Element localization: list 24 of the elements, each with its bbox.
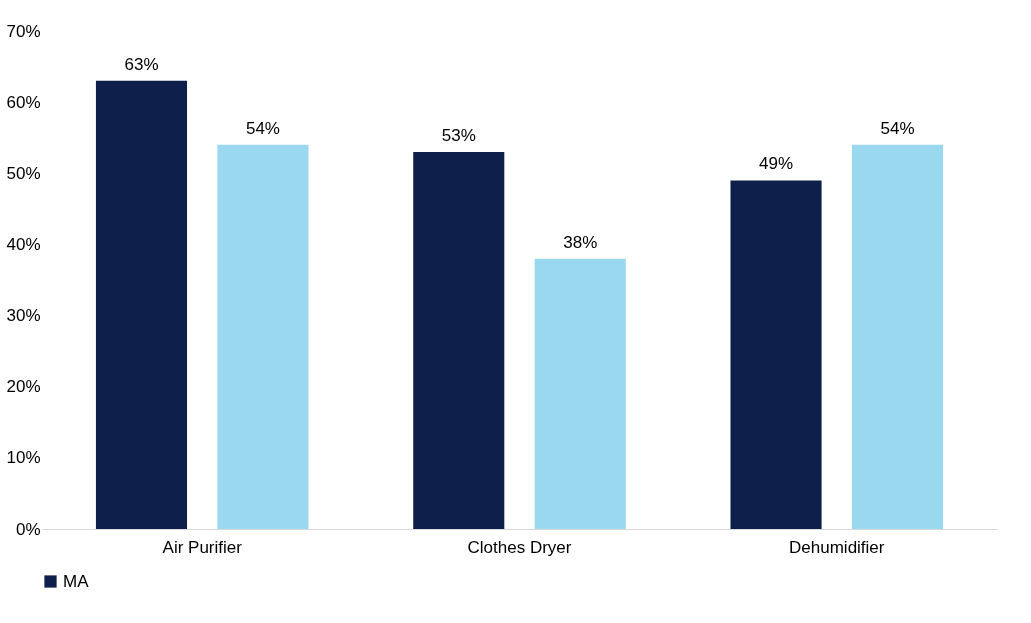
data-label: 63% (124, 54, 159, 74)
x-tick-label: Dehumidifier (789, 537, 885, 557)
y-tick-label: 10% (6, 448, 41, 468)
x-tick-label: Air Purifier (162, 537, 243, 557)
y-tick-label: 50% (6, 163, 41, 183)
bar (95, 80, 188, 529)
data-label: 53% (441, 125, 476, 145)
y-tick-label: 0% (15, 519, 41, 539)
bar (217, 144, 309, 529)
y-tick-label: 70% (6, 21, 41, 41)
y-tick-label: 60% (6, 92, 41, 112)
y-tick-label: 40% (6, 234, 41, 254)
data-label: 49% (759, 154, 794, 174)
y-tick-label: 20% (6, 377, 41, 397)
y-tick-label: 30% (6, 306, 41, 326)
bar (534, 258, 626, 529)
bar (413, 151, 505, 529)
bar (851, 144, 944, 529)
x-tick-label: Clothes Dryer (467, 537, 572, 557)
data-label: 54% (880, 118, 915, 138)
data-label: 54% (245, 118, 280, 138)
bar (730, 180, 822, 529)
data-label: 38% (563, 232, 598, 252)
legend-label: MA (63, 571, 90, 591)
